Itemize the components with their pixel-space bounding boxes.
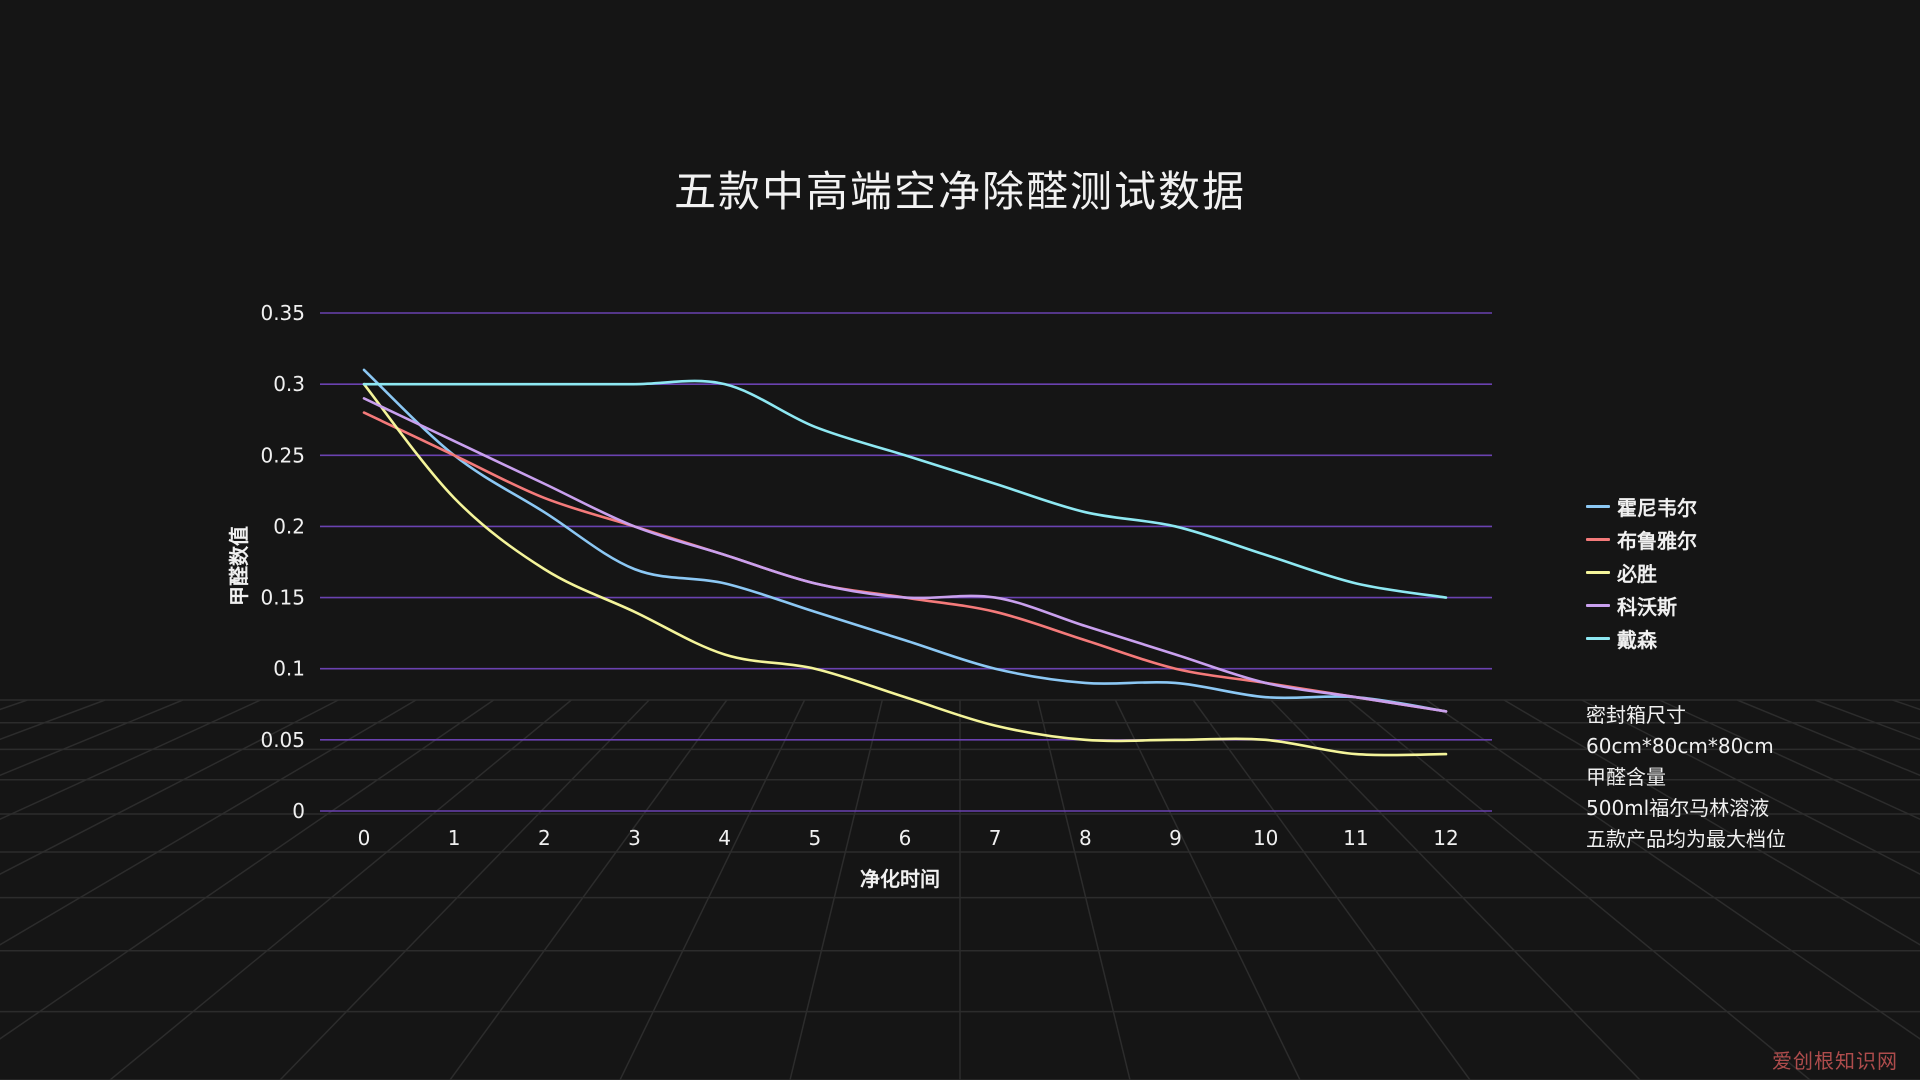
y-tick-label: 0.3 (273, 372, 305, 396)
y-tick-label: 0 (292, 799, 305, 823)
floor-grid-line (279, 699, 650, 1080)
floor-grid-lines (0, 699, 1920, 1080)
x-tick-label: 5 (808, 826, 821, 850)
y-axis-label: 甲醛数值 (227, 526, 251, 606)
legend-label: 戴森 (1617, 628, 1657, 652)
floor-grid-line (1425, 699, 1920, 1040)
legend-item[interactable]: 科沃斯 (1586, 589, 1886, 622)
series-line[interactable] (362, 382, 1448, 757)
y-tick-label: 0.35 (260, 301, 305, 325)
x-tick-label: 9 (1169, 826, 1182, 850)
x-tick-label: 0 (358, 826, 371, 850)
floor-grid-line (1192, 699, 1471, 1080)
floor-grid-line (449, 699, 728, 1080)
floor-grid-line (109, 699, 572, 1080)
note-line: 甲醛含量 (1586, 765, 1666, 789)
y-tick-label: 0.05 (260, 728, 305, 752)
x-tick-label: 4 (718, 826, 731, 850)
legend-swatch (1586, 604, 1610, 607)
note-line: 60cm*80cm*80cm (1586, 734, 1774, 758)
x-tick-label: 1 (448, 826, 461, 850)
note-line: 密封箱尺寸 (1586, 703, 1686, 727)
note-line: 500ml福尔马林溶液 (1586, 796, 1770, 820)
test-conditions-note: 密封箱尺寸 60cm*80cm*80cm 甲醛含量 500ml福尔马林溶液 五款… (1586, 700, 1906, 855)
legend-label: 布鲁雅尔 (1617, 529, 1697, 553)
x-tick-label: 7 (989, 826, 1002, 850)
floor-grid-line (0, 699, 495, 1040)
legend-label: 必胜 (1617, 562, 1657, 586)
legend-swatch (1586, 505, 1610, 508)
note-line: 五款产品均为最大档位 (1586, 827, 1786, 851)
floor-grid-line (1270, 699, 1641, 1080)
legend-swatch (1586, 571, 1610, 574)
floor-grid-line (1348, 699, 1811, 1080)
legend-swatch (1586, 637, 1610, 640)
watermark: 爱创根知识网 (1772, 1049, 1898, 1073)
legend-item[interactable]: 戴森 (1586, 622, 1886, 655)
floor-grid-line (1036, 699, 1131, 1080)
floor-grid-line (789, 699, 884, 1080)
chart-title: 五款中高端空净除醛测试数据 (673, 167, 1246, 216)
legend-item[interactable]: 布鲁雅尔 (1586, 523, 1886, 556)
x-tick-label: 8 (1079, 826, 1092, 850)
y-tick-label: 0.15 (260, 586, 305, 610)
x-tick-label: 6 (899, 826, 912, 850)
legend: 霍尼韦尔 布鲁雅尔 必胜 科沃斯 戴森 (1586, 490, 1886, 655)
legend-swatch (1586, 538, 1610, 541)
legend-label: 霍尼韦尔 (1617, 496, 1697, 520)
y-tick-label: 0.2 (273, 514, 305, 538)
y-tick-label: 0.1 (273, 657, 305, 681)
x-tick-label: 12 (1433, 826, 1458, 850)
x-tick-label: 2 (538, 826, 551, 850)
floor-grid-line (0, 699, 184, 777)
floor-grid-line (1503, 699, 1920, 946)
legend-item[interactable]: 霍尼韦尔 (1586, 490, 1886, 523)
legend-item[interactable]: 必胜 (1586, 556, 1886, 589)
series-line[interactable] (362, 368, 1448, 713)
series-line[interactable] (362, 397, 1448, 713)
floor-grid-line (1736, 699, 1920, 777)
y-tick-label: 0.25 (260, 443, 305, 467)
x-tick-label: 11 (1343, 826, 1368, 850)
floor-grid-line (0, 699, 417, 946)
floor-grid-line (1581, 699, 1920, 875)
x-axis-label: 净化时间 (860, 867, 940, 891)
x-tick-label: 10 (1253, 826, 1278, 850)
x-tick-label: 3 (628, 826, 641, 850)
floor-grid-line (619, 699, 806, 1080)
series-line[interactable] (362, 379, 1448, 599)
floor-grid-line (0, 699, 339, 875)
floor-grid-line (1659, 699, 1920, 821)
floor-grid-line (0, 699, 261, 821)
legend-label: 科沃斯 (1617, 595, 1677, 619)
floor-grid-line (1114, 699, 1301, 1080)
